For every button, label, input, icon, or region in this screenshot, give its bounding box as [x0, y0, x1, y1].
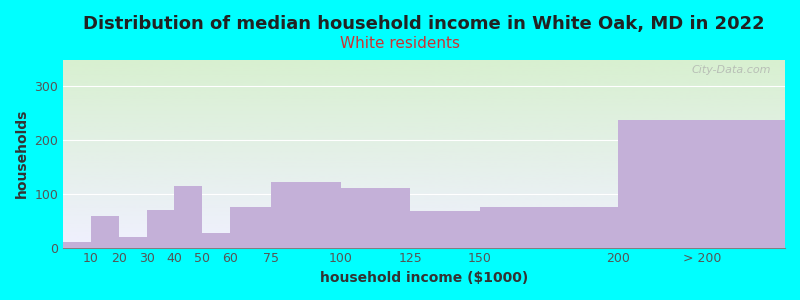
Bar [618, 120, 785, 248]
Bar [202, 232, 230, 247]
Bar [119, 237, 146, 248]
Bar [341, 188, 410, 248]
Text: White residents: White residents [340, 36, 460, 51]
Bar [63, 242, 91, 248]
Bar [91, 216, 119, 247]
Bar [230, 207, 271, 248]
Bar [410, 211, 480, 248]
Text: City-Data.com: City-Data.com [691, 65, 770, 75]
X-axis label: household income ($1000): household income ($1000) [320, 271, 528, 285]
Bar [174, 186, 202, 247]
Bar [271, 182, 341, 248]
Y-axis label: households: households [15, 109, 29, 198]
Bar [480, 207, 618, 248]
Bar [146, 210, 174, 248]
Title: Distribution of median household income in White Oak, MD in 2022: Distribution of median household income … [83, 15, 765, 33]
